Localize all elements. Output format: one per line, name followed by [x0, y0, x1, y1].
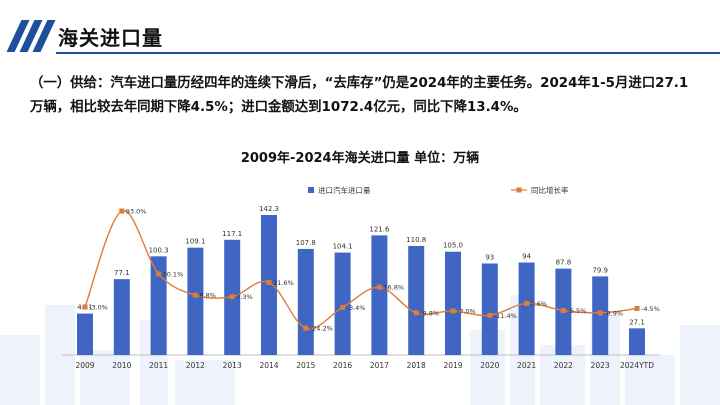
growth-marker-2017 [376, 284, 382, 290]
bar-2018 [408, 245, 425, 355]
growth-marker-2023 [597, 310, 603, 316]
growth-marker-2018 [413, 310, 419, 316]
page-title: 海关进口量 [58, 26, 163, 50]
growth-marker-2011 [156, 271, 162, 277]
bar-2019 [445, 251, 461, 355]
legend-bar-label: 进口汽车进口量 [318, 185, 371, 195]
legend-bar-swatch [308, 187, 314, 193]
growth-marker-2021 [524, 300, 530, 306]
x-tick-label-2023: 2023 [591, 361, 610, 370]
header-bar: 海关进口量 [0, 20, 720, 58]
x-tick-label-2016: 2016 [333, 361, 352, 370]
bar-label-2016: 104.1 [333, 243, 353, 251]
summary-paragraph: （一）供给：汽车进口量历经四年的连续下滑后，“去库存”仍是2024年的主要任务。… [30, 76, 689, 115]
growth-label-2013: 7.3% [236, 293, 253, 301]
growth-label-2019: -7.0% [457, 308, 476, 316]
legend-line-label: 同比增长率 [531, 185, 569, 195]
x-tick-label-2019: 2019 [443, 361, 462, 370]
growth-label-2012: 8.8% [199, 292, 216, 300]
bar-label-2011: 100.3 [149, 246, 169, 254]
bar-label-2024YTD: 27.1 [629, 318, 645, 326]
growth-marker-2014 [266, 279, 272, 285]
growth-marker-2012 [192, 292, 198, 298]
bar-2021 [518, 262, 535, 355]
bar-label-2020: 93 [485, 254, 494, 262]
growth-label-2023: -8.9% [604, 309, 623, 317]
header-underline [56, 52, 720, 54]
bar-2015 [297, 248, 314, 355]
growth-marker-2015 [303, 325, 309, 331]
bar-2024YTD [629, 328, 645, 355]
growth-marker-2009 [82, 304, 88, 310]
bar-label-2012: 109.1 [185, 238, 205, 246]
x-tick-label-2009: 2009 [75, 361, 94, 370]
legend-line-marker [516, 187, 522, 193]
bar-label-2013: 117.1 [222, 230, 242, 238]
growth-label-2011: 30.1% [163, 270, 184, 278]
growth-marker-2020 [487, 312, 493, 318]
x-tick-label-2024YTD: 2024YTD [620, 361, 654, 370]
bar-2011 [150, 256, 167, 355]
bar-label-2018: 110.8 [406, 236, 426, 244]
bar-2017 [371, 235, 388, 355]
growth-label-2022: -6.5% [567, 307, 586, 315]
growth-label-2020: -11.4% [494, 312, 517, 320]
growth-marker-2019 [450, 308, 456, 314]
growth-label-2016: -3.4% [347, 304, 366, 312]
growth-label-2015: -24.2% [310, 325, 333, 333]
bar-2009 [77, 313, 93, 355]
x-tick-label-2010: 2010 [112, 361, 131, 370]
x-tick-label-2013: 2013 [223, 361, 242, 370]
growth-marker-2013 [229, 294, 235, 300]
growth-marker-2010 [119, 208, 125, 214]
growth-marker-2024YTD [634, 306, 640, 311]
bar-2010 [113, 279, 130, 355]
x-tick-label-2011: 2011 [149, 361, 168, 370]
x-tick-label-2012: 2012 [186, 361, 205, 370]
bar-label-2017: 121.6 [369, 225, 390, 233]
bar-label-2022: 87.8 [556, 259, 572, 267]
x-tick-label-2014: 2014 [259, 361, 278, 370]
bar-2012 [187, 247, 204, 355]
growth-label-2018: -8.8% [420, 309, 439, 317]
bar-2014 [261, 215, 277, 355]
growth-label-2017: 16.8% [383, 284, 404, 292]
bar-2016 [334, 252, 351, 355]
growth-marker-2016 [340, 304, 346, 310]
bar-label-2019: 105.0 [443, 242, 463, 250]
x-tick-label-2018: 2018 [407, 361, 426, 370]
import-volume-chart: 进口汽车进口量同比增长率42.1200977.12010100.32011109… [62, 185, 660, 370]
growth-marker-2022 [560, 308, 566, 313]
growth-label-2009: -3.0% [89, 304, 108, 312]
growth-label-2014: 21.6% [273, 279, 294, 287]
x-tick-label-2022: 2022 [554, 361, 573, 370]
x-tick-label-2015: 2015 [296, 361, 315, 370]
bar-label-2023: 79.9 [592, 266, 608, 274]
growth-label-2010: 93.0% [126, 208, 147, 216]
bar-label-2015: 107.8 [296, 239, 316, 247]
growth-label-2021: 0.6% [531, 300, 548, 308]
bar-2023 [592, 276, 609, 355]
bar-2020 [481, 263, 498, 355]
x-tick-label-2020: 2020 [480, 361, 499, 370]
growth-label-2024YTD: -4.5% [641, 305, 660, 313]
bar-label-2010: 77.1 [114, 269, 130, 277]
x-tick-label-2021: 2021 [517, 361, 536, 370]
chart-title: 2009年-2024年海关进口量 单位：万辆 [240, 151, 480, 166]
bar-label-2014: 142.3 [259, 205, 279, 213]
x-tick-label-2017: 2017 [370, 361, 389, 370]
bar-label-2021: 94 [522, 253, 531, 261]
